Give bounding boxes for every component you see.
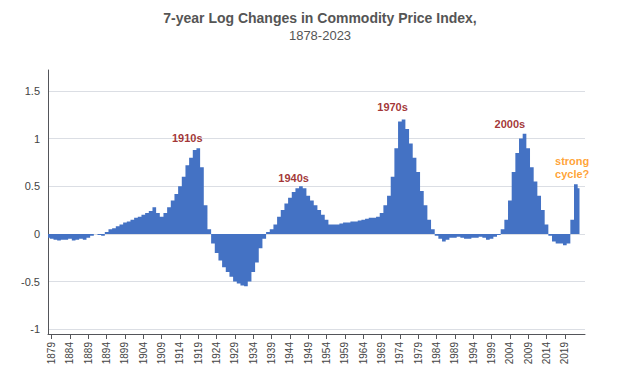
svg-text:1889: 1889 <box>83 342 94 365</box>
svg-text:1909: 1909 <box>156 342 167 365</box>
svg-text:1940s: 1940s <box>278 172 309 184</box>
svg-text:2014: 2014 <box>541 342 552 365</box>
svg-text:1964: 1964 <box>358 342 369 365</box>
svg-text:cycle?: cycle? <box>555 168 590 180</box>
svg-text:1: 1 <box>34 133 40 145</box>
svg-text:0.5: 0.5 <box>25 180 40 192</box>
svg-text:2019: 2019 <box>559 342 570 365</box>
svg-text:1999: 1999 <box>486 342 497 365</box>
svg-text:1894: 1894 <box>101 342 112 365</box>
svg-text:1989: 1989 <box>449 342 460 365</box>
svg-text:1899: 1899 <box>119 342 130 365</box>
svg-text:1959: 1959 <box>339 342 350 365</box>
svg-text:1994: 1994 <box>468 342 479 365</box>
svg-text:1878-2023: 1878-2023 <box>289 28 351 43</box>
svg-text:1910s: 1910s <box>172 132 203 144</box>
svg-text:1944: 1944 <box>284 342 295 365</box>
svg-text:2009: 2009 <box>523 342 534 365</box>
svg-text:1969: 1969 <box>376 342 387 365</box>
svg-text:2000s: 2000s <box>495 118 526 130</box>
svg-text:1914: 1914 <box>174 342 185 365</box>
svg-text:1904: 1904 <box>138 342 149 365</box>
svg-text:1979: 1979 <box>413 342 424 365</box>
svg-text:1970s: 1970s <box>377 101 408 113</box>
svg-text:1.5: 1.5 <box>25 85 40 97</box>
svg-text:1934: 1934 <box>248 342 259 365</box>
svg-text:1984: 1984 <box>431 342 442 365</box>
svg-text:1939: 1939 <box>266 342 277 365</box>
svg-text:1884: 1884 <box>64 342 75 365</box>
svg-text:7-year Log Changes in Commodit: 7-year Log Changes in Commodity Price In… <box>163 10 477 26</box>
svg-text:0: 0 <box>34 228 40 240</box>
svg-text:1929: 1929 <box>229 342 240 365</box>
svg-text:-1: -1 <box>30 323 40 335</box>
svg-text:1954: 1954 <box>321 342 332 365</box>
svg-text:1879: 1879 <box>46 342 57 365</box>
svg-text:strong: strong <box>555 155 589 167</box>
svg-text:1974: 1974 <box>394 342 405 365</box>
svg-text:1949: 1949 <box>303 342 314 365</box>
svg-text:2004: 2004 <box>504 342 515 365</box>
svg-text:1919: 1919 <box>193 342 204 365</box>
svg-text:-0.5: -0.5 <box>21 276 40 288</box>
svg-text:1924: 1924 <box>211 342 222 365</box>
